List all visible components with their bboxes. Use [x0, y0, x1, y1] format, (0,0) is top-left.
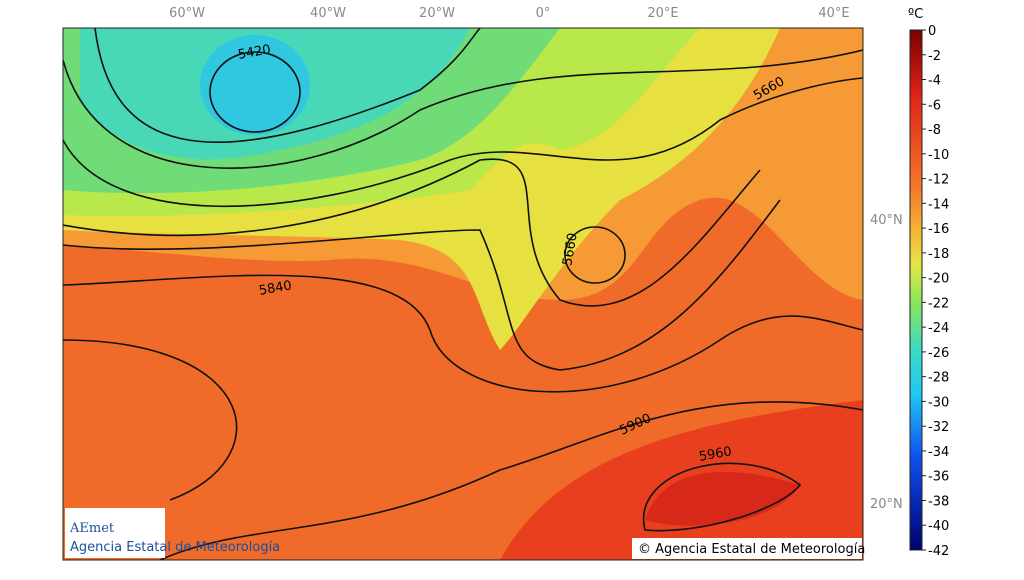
colorbar-unit: ºC: [908, 7, 923, 22]
contour-label: 5960: [698, 444, 733, 465]
colorbar-tick-label: -28: [928, 371, 949, 386]
contour-label: 5420: [237, 42, 272, 63]
colorbar-tick-label: -40: [928, 519, 949, 534]
colorbar-tick-label: -32: [928, 420, 949, 435]
lon-label: 0°: [536, 6, 551, 21]
contour-label: 5660: [560, 232, 581, 267]
axis-labels: 60°W 40°W 20°W 0° 20°E 40°E 40°N 20°N: [169, 6, 903, 512]
lon-label: 40°W: [310, 6, 346, 21]
colorbar-ticks: 0 -2 -4 -6 -8 -10 -12 -14 -16 -18 -20 -22 -24 -26 -28 -…: [922, 24, 949, 559]
lon-label: 20°E: [647, 6, 678, 21]
colorbar-tick-label: -24: [928, 321, 949, 336]
copyright: © Agencia Estatal de Meteorología: [638, 542, 865, 557]
colorbar-tick-label: -16: [928, 222, 949, 237]
colorbar-tick-label: -30: [928, 395, 949, 410]
colorbar-tick-label: -12: [928, 173, 949, 188]
colorbar: [909, 29, 923, 551]
lat-label: 40°N: [870, 213, 903, 228]
colorbar-tick-label: -36: [928, 470, 949, 485]
colorbar-tick-label: -42: [928, 544, 949, 559]
colorbar-tick-label: -38: [928, 494, 949, 509]
logo-subtitle: Agencia Estatal de Meteorología: [70, 540, 280, 555]
logo: AEmet: [69, 521, 115, 536]
colorbar-tick-label: -2: [928, 49, 941, 64]
colorbar-tick-label: -26: [928, 346, 949, 361]
colorbar-tick-label: -6: [928, 98, 941, 113]
map: [63, 28, 863, 560]
copyright-box: [632, 538, 862, 559]
lon-label: 40°E: [818, 6, 849, 21]
colorbar-tick-label: 0: [928, 24, 936, 39]
colorbar-tick-label: -34: [928, 445, 949, 460]
colorbar-tick-label: -10: [928, 148, 949, 163]
lon-label: 20°W: [419, 6, 455, 21]
colorbar-tick-label: -20: [928, 272, 949, 287]
colorbar-tick-label: -8: [928, 123, 941, 138]
colorbar-tick-label: -14: [928, 197, 949, 212]
lon-label: 60°W: [169, 6, 205, 21]
logo-box: [65, 508, 165, 558]
colorbar-tick-label: -18: [928, 247, 949, 262]
colorbar-tick-label: -4: [928, 74, 941, 89]
lat-label: 20°N: [870, 497, 903, 512]
contour-label: 5840: [258, 278, 293, 299]
colorbar-tick-label: -22: [928, 296, 949, 311]
map-frame: [62, 27, 864, 561]
